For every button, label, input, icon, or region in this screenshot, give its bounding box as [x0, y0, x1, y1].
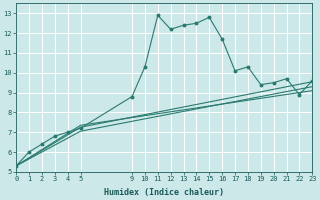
- X-axis label: Humidex (Indice chaleur): Humidex (Indice chaleur): [104, 188, 224, 197]
